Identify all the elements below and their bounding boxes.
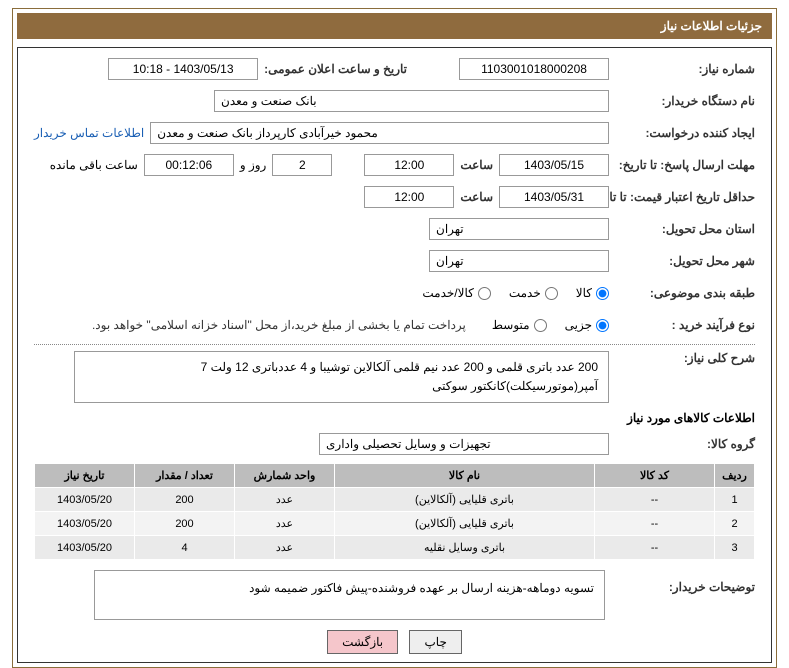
buyer-notes-box: تسویه دوماهه-هزینه ارسال بر عهده فروشنده…: [94, 570, 605, 620]
validity-date: 1403/05/31: [499, 186, 609, 208]
th-date: تاریخ نیاز: [35, 464, 135, 488]
table-cell: عدد: [235, 512, 335, 536]
table-row: 3--باتری وسایل نقلیهعدد41403/05/20: [35, 536, 755, 560]
group-value: تجهیزات و وسایل تحصیلی واداری: [319, 433, 609, 455]
announce-label: تاریخ و ساعت اعلان عمومی:: [264, 62, 407, 76]
row-group: گروه کالا: تجهیزات و وسایل تحصیلی واداری: [34, 431, 755, 457]
table-cell: 4: [135, 536, 235, 560]
table-cell: 1403/05/20: [35, 536, 135, 560]
buyer-org-value: بانک صنعت و معدن: [214, 90, 609, 112]
province-value: تهران: [429, 218, 609, 240]
treasury-note: پرداخت تمام یا بخشی از مبلغ خرید،از محل …: [92, 318, 466, 332]
back-button[interactable]: بازگشت: [327, 630, 398, 654]
table-cell: 1: [715, 488, 755, 512]
table-cell: --: [595, 512, 715, 536]
table-cell: --: [595, 488, 715, 512]
row-category: طبقه بندی موضوعی: کالا خدمت کالا/خدمت: [34, 280, 755, 306]
goods-section-title: اطلاعات کالاهای مورد نیاز: [34, 411, 755, 425]
table-cell: 3: [715, 536, 755, 560]
category-radios: کالا خدمت کالا/خدمت: [422, 286, 609, 300]
general-desc-label: شرح کلی نیاز:: [615, 351, 755, 365]
row-city: شهر محل تحویل: تهران: [34, 248, 755, 274]
table-cell: 2: [715, 512, 755, 536]
th-code: کد کالا: [595, 464, 715, 488]
table-cell: 200: [135, 512, 235, 536]
print-button[interactable]: چاپ: [409, 630, 461, 654]
remain-suffix: ساعت باقی مانده: [50, 158, 138, 172]
row-deadline: مهلت ارسال پاسخ: تا تاریخ: 1403/05/15 سا…: [34, 152, 755, 178]
row-process: نوع فرآیند خرید : جزیی متوسط پرداخت تمام…: [34, 312, 755, 338]
table-cell: باتری قلیایی (آلکالاین): [335, 512, 595, 536]
table-cell: 1403/05/20: [35, 512, 135, 536]
buyer-notes-label: توضیحات خریدار:: [615, 580, 755, 594]
goods-table: ردیف کد کالا نام کالا واحد شمارش تعداد /…: [34, 463, 755, 560]
table-cell: عدد: [235, 536, 335, 560]
th-unit: واحد شمارش: [235, 464, 335, 488]
th-index: ردیف: [715, 464, 755, 488]
time-label: ساعت: [460, 158, 493, 172]
row-need-no: شماره نیاز: 1103001018000208 تاریخ و ساع…: [34, 56, 755, 82]
province-label: استان محل تحویل:: [615, 222, 755, 236]
buyer-org-label: نام دستگاه خریدار:: [615, 94, 755, 108]
page-title-bar: جزئیات اطلاعات نیاز: [17, 13, 772, 39]
table-row: 2--باتری قلیایی (آلکالاین)عدد2001403/05/…: [35, 512, 755, 536]
page-title: جزئیات اطلاعات نیاز: [661, 19, 762, 33]
announce-value: 1403/05/13 - 10:18: [108, 58, 258, 80]
process-radios: جزیی متوسط: [492, 318, 609, 332]
row-general-desc: شرح کلی نیاز: 200 عدد باتری قلمی و 200 ع…: [34, 351, 755, 403]
radio-minor[interactable]: جزیی: [565, 318, 609, 332]
need-no-value: 1103001018000208: [459, 58, 609, 80]
table-cell: عدد: [235, 488, 335, 512]
validity-time: 12:00: [364, 186, 454, 208]
table-cell: باتری قلیایی (آلکالاین): [335, 488, 595, 512]
validity-label: حداقل تاریخ اعتبار قیمت: تا تاریخ:: [615, 190, 755, 204]
table-header-row: ردیف کد کالا نام کالا واحد شمارش تعداد /…: [35, 464, 755, 488]
time-label-2: ساعت: [460, 190, 493, 204]
process-label: نوع فرآیند خرید :: [615, 318, 755, 332]
row-province: استان محل تحویل: تهران: [34, 216, 755, 242]
radio-medium[interactable]: متوسط: [492, 318, 547, 332]
table-cell: 200: [135, 488, 235, 512]
category-label: طبقه بندی موضوعی:: [615, 286, 755, 300]
need-no-label: شماره نیاز:: [615, 62, 755, 76]
city-label: شهر محل تحویل:: [615, 254, 755, 268]
time-remain: 00:12:06: [144, 154, 234, 176]
requester-label: ایجاد کننده درخواست:: [615, 126, 755, 140]
deadline-time: 12:00: [364, 154, 454, 176]
row-requester: ایجاد کننده درخواست: محمود خیرآبادی کارپ…: [34, 120, 755, 146]
th-name: نام کالا: [335, 464, 595, 488]
radio-goods[interactable]: کالا: [576, 286, 609, 300]
city-value: تهران: [429, 250, 609, 272]
table-row: 1--باتری قلیایی (آلکالاین)عدد2001403/05/…: [35, 488, 755, 512]
days-remain: 2: [272, 154, 332, 176]
page-container: جزئیات اطلاعات نیاز شماره نیاز: 11030010…: [0, 0, 789, 642]
table-cell: --: [595, 536, 715, 560]
table-cell: 1403/05/20: [35, 488, 135, 512]
main-panel: شماره نیاز: 1103001018000208 تاریخ و ساع…: [17, 47, 772, 663]
radio-service[interactable]: خدمت: [509, 286, 558, 300]
days-and: روز و: [240, 158, 267, 172]
general-desc-box: 200 عدد باتری قلمی و 200 عدد نیم قلمی آل…: [74, 351, 609, 403]
contact-link[interactable]: اطلاعات تماس خریدار: [34, 126, 144, 140]
deadline-label: مهلت ارسال پاسخ: تا تاریخ:: [615, 158, 755, 172]
separator-1: [34, 344, 755, 345]
th-qty: تعداد / مقدار: [135, 464, 235, 488]
group-label: گروه کالا:: [615, 437, 755, 451]
radio-both[interactable]: کالا/خدمت: [422, 286, 490, 300]
row-buyer-org: نام دستگاه خریدار: بانک صنعت و معدن: [34, 88, 755, 114]
outer-frame: جزئیات اطلاعات نیاز شماره نیاز: 11030010…: [12, 8, 777, 668]
button-row: چاپ بازگشت: [34, 630, 755, 654]
table-cell: باتری وسایل نقلیه: [335, 536, 595, 560]
row-buyer-notes: توضیحات خریدار: تسویه دوماهه-هزینه ارسال…: [34, 570, 755, 620]
row-validity: حداقل تاریخ اعتبار قیمت: تا تاریخ: 1403/…: [34, 184, 755, 210]
deadline-date: 1403/05/15: [499, 154, 609, 176]
requester-value: محمود خیرآبادی کارپرداز بانک صنعت و معدن: [150, 122, 609, 144]
